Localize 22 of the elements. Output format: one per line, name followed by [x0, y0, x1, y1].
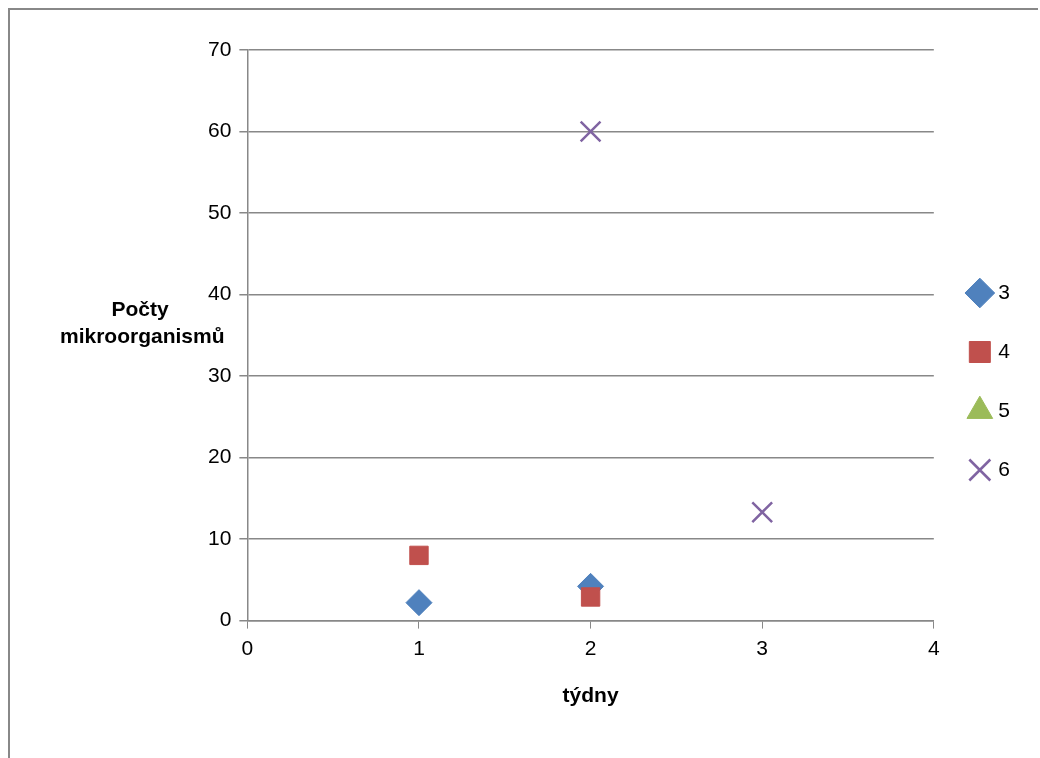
point	[751, 501, 774, 524]
x-tick-label: 3	[756, 636, 769, 659]
x-axis-title: týdny	[562, 683, 619, 707]
x-tick-label: 1	[413, 636, 425, 659]
point	[405, 589, 433, 617]
point	[409, 545, 429, 566]
y-tick-label: 70	[208, 36, 232, 60]
y-tick-label: 30	[208, 362, 232, 386]
legend-label: 4	[998, 338, 1011, 362]
x-tick-label: 2	[584, 636, 597, 659]
legend-label: 3	[998, 279, 1011, 303]
y-tick-label: 50	[208, 199, 232, 223]
y-tick-label: 10	[208, 525, 232, 549]
x-tick-label: 0	[241, 636, 254, 659]
y-tick-label: 20	[208, 444, 232, 468]
point	[579, 120, 602, 143]
y-tick-label: 60	[208, 118, 232, 142]
legend-label: 6	[998, 456, 1011, 480]
y-tick-label: 0	[219, 607, 232, 631]
point	[580, 587, 601, 607]
legend-label: 5	[998, 397, 1011, 421]
x-tick-label: 4	[927, 636, 940, 659]
